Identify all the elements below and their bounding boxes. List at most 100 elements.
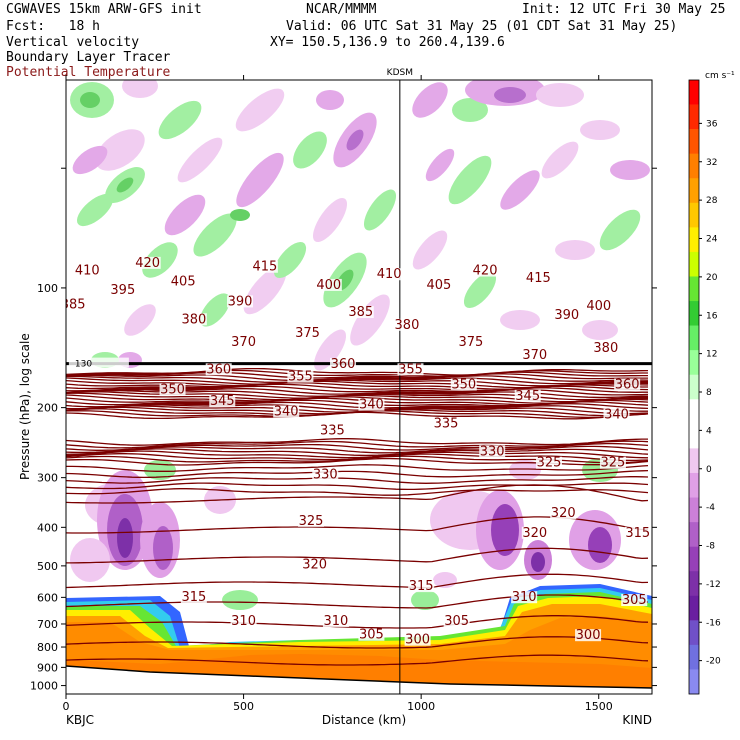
isentrope-label-bg [521, 348, 548, 361]
y-tick-label: 200 [37, 402, 58, 415]
colorbar-frame [688, 79, 700, 695]
colorbar-swatch [689, 227, 699, 253]
isentrope [66, 375, 649, 384]
valid-time: Valid: 06 UTC Sat 31 May 25 (01 CDT Sat … [286, 19, 678, 34]
colorbar-swatch [689, 620, 699, 646]
isentrope-label: 325 [537, 456, 562, 471]
isentrope-label: 305 [359, 628, 384, 643]
colorbar-label: 4 [706, 426, 712, 436]
isentrope [66, 377, 648, 385]
right-station-label: KIND [622, 713, 652, 727]
isentrope-label-bg [479, 445, 506, 458]
isentrope-label-bg [425, 278, 452, 291]
isentrope-label: 305 [622, 593, 647, 608]
isentrope-label-bg [603, 408, 630, 421]
colorbar-swatch [689, 374, 699, 400]
isentrope-label: 310 [324, 614, 349, 629]
isentrope-label: 305 [444, 614, 469, 629]
colorbar-label: 12 [706, 350, 717, 360]
y-tick-label: 900 [37, 661, 58, 674]
colorbar-swatch [689, 399, 699, 425]
tropopause-label-bg [68, 357, 129, 368]
isentrope-label: 315 [409, 579, 434, 594]
isentrope-label-bg [472, 264, 499, 277]
model-title: CGWAVES 15km ARW-GFS init [6, 2, 202, 17]
y-tick-label: 400 [37, 521, 58, 534]
colorbar-swatch [689, 129, 699, 154]
isentrope-label-bg [298, 514, 325, 527]
isentrope-label-bg [550, 507, 577, 520]
x-axis: 0 500 1000 1500 [63, 75, 613, 713]
colorbar-label: -4 [706, 503, 715, 513]
x-tick-label: 1500 [585, 700, 613, 713]
colorbar-swatch [689, 497, 699, 523]
isentrope-label-bg [397, 363, 424, 376]
colorbar-swatch [689, 644, 699, 670]
isentrope [66, 411, 649, 420]
isentrope-label: 340 [359, 398, 384, 413]
colorbar-label: 0 [706, 465, 712, 475]
isentrope-label: 300 [405, 633, 430, 648]
isentrope-label: 345 [515, 389, 540, 404]
isentrope-lower [66, 594, 648, 609]
isentrope-label-bg [511, 591, 538, 604]
x-tick-label: 1000 [407, 700, 435, 713]
isentrope-label-bg [521, 526, 548, 539]
forecast-hour: Fcst: 18 h [6, 19, 100, 34]
isentrope-label-bg [230, 335, 257, 348]
vertical-velocity-colorbar: cm s⁻¹ 36 32 28 24 20 16 12 8 4 0 -4 -8 -12 -16 -20 [688, 71, 735, 695]
isentrope-label: 320 [551, 506, 576, 521]
isentrope-label: 330 [313, 468, 338, 483]
isentrope-label: 385 [61, 297, 86, 312]
isentrope-label-bg [393, 318, 420, 331]
isentrope-label-bg [251, 260, 278, 273]
isentrope-label-bg [525, 271, 552, 284]
colorbar-swatch [689, 276, 699, 302]
potential-temperature-labels: 410 420 415 410 420 415 405 405 395 400 385 390 400 3… [61, 256, 651, 648]
colorbar-label: 16 [706, 311, 718, 321]
isentrope-label-bg [134, 256, 161, 269]
isentrope [66, 440, 649, 449]
colorbar-swatch [689, 202, 699, 228]
y-tick-label: 500 [37, 560, 58, 573]
isentrope-label-bg [450, 378, 477, 391]
isentrope-label: 395 [110, 283, 135, 298]
isentrope-label-bg [273, 405, 300, 418]
cross-section-endpoints: XY= 150.5,136.9 to 260.4,139.6 [270, 35, 505, 50]
isentrope-label: 390 [228, 294, 253, 309]
isentrope-label-bg [553, 308, 580, 321]
colorbar-label: -12 [706, 580, 721, 590]
isentrope [66, 469, 649, 479]
isentrope-label: 375 [295, 326, 320, 341]
colorbar-label: 28 [706, 196, 718, 206]
isentrope [66, 476, 649, 484]
isentrope-label: 375 [458, 335, 483, 350]
isentrope-label-bg [358, 398, 385, 411]
isentrope-label: 400 [316, 278, 341, 293]
colorbar-label: 8 [706, 388, 712, 398]
isentrope-label: 310 [512, 590, 537, 605]
colorbar-label: 20 [706, 273, 718, 283]
isentrope [66, 464, 649, 472]
isentrope-lower [66, 573, 649, 589]
isentrope-label-bg [347, 306, 374, 319]
x-axis-label: Distance (km) [322, 713, 406, 727]
isentrope-label-bg [614, 378, 641, 391]
y-tick-label: 300 [37, 472, 58, 485]
colorbar-label: 24 [706, 235, 718, 245]
field-boundary-layer-tracer: Boundary Layer Tracer [6, 50, 171, 65]
isentrope-label-bg [621, 594, 648, 607]
left-station-label: KBJC [66, 713, 94, 727]
isentrope-label-bg [599, 456, 626, 469]
colorbar-label: 36 [706, 119, 718, 129]
field-potential-temperature: Potential Temperature [6, 65, 171, 80]
isentrope-label: 410 [75, 264, 100, 279]
colorbar-swatch [689, 595, 699, 621]
isentrope [66, 445, 649, 454]
isentrope-label-bg [330, 357, 357, 370]
isentrope-label: 300 [576, 628, 601, 643]
colorbar-swatch [689, 546, 699, 572]
isentrope-label: 385 [348, 305, 373, 320]
isentrope-label-bg [376, 268, 403, 281]
